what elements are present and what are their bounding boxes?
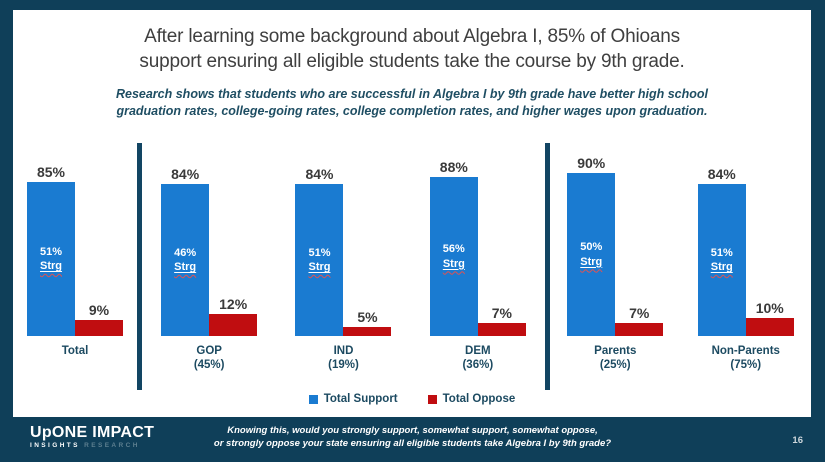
oppose-value-label: 12% [219, 296, 248, 312]
oppose-bar [477, 323, 526, 336]
legend-support-label: Total Support [323, 393, 398, 405]
group-sublabel [62, 359, 89, 372]
oppose-bar [343, 327, 392, 336]
support-value-label: 85% [36, 164, 66, 180]
footer-bar: UpONE IMPACT INSIGHTS RESEARCH Knowing t… [0, 417, 825, 462]
group-labels: GOP (45%) [194, 336, 225, 390]
oppose-value-label: 7% [629, 305, 650, 321]
oppose-value-label: 7% [491, 305, 512, 321]
bar-chart: 85% 51% Strg 9% Total 84% 46% Strg 12% GOP (45%) 84… [13, 143, 811, 390]
strong-support-label: 50% Strg [580, 241, 603, 268]
group-labels: IND (19%) [328, 336, 359, 390]
support-column: 84% 51% Strg [295, 166, 344, 336]
support-bar: 51% Strg [697, 184, 746, 336]
oppose-bar [615, 323, 664, 336]
support-column: 85% 51% Strg [27, 164, 75, 336]
group-sublabel: (45%) [193, 359, 225, 371]
bar-group-dem: 88% 56% Strg 7% DEM (36%) [429, 159, 526, 390]
upone-impact-logo: UpONE IMPACT INSIGHTS RESEARCH [30, 425, 154, 450]
logo-insights-text: INSIGHTS [30, 442, 80, 449]
legend-oppose-swatch-icon [427, 394, 437, 404]
section-divider [137, 143, 142, 390]
group-labels: Parents (25%) [594, 336, 636, 390]
strong-support-label: 51% Strg [39, 245, 63, 272]
oppose-bar [745, 318, 794, 336]
chart-section: 84% 46% Strg 12% GOP (45%) 84% 51% Strg 5% IND (19%… [142, 143, 545, 390]
oppose-column: 10% [745, 300, 794, 336]
support-column: 84% 46% Strg [161, 166, 210, 336]
group-label: GOP [196, 345, 222, 357]
support-value-label: 88% [439, 159, 468, 175]
slide-subtitle: Research shows that students who are suc… [115, 87, 709, 118]
bars: 84% 51% Strg 5% [295, 166, 392, 336]
bar-group-ind: 84% 51% Strg 5% IND (19%) [295, 166, 392, 390]
support-column: 90% 50% Strg [567, 155, 616, 336]
oppose-bar [209, 314, 258, 336]
chart-section: 85% 51% Strg 9% Total [13, 143, 137, 390]
legend-oppose-label: Total Oppose [442, 393, 516, 405]
oppose-value-label: 9% [88, 302, 110, 318]
oppose-value-label: 10% [755, 300, 784, 316]
support-value-label: 84% [707, 166, 736, 182]
strong-support-label: 56% Strg [442, 243, 465, 270]
bars: 84% 46% Strg 12% [161, 166, 258, 336]
support-bar: 51% Strg [295, 184, 344, 336]
support-bar: 46% Strg [161, 184, 210, 336]
chart-section: 90% 50% Strg 7% Parents (25%) 84% 51% Strg 10% Non… [550, 143, 811, 390]
oppose-column: 5% [343, 309, 392, 336]
support-value-label: 84% [171, 166, 200, 182]
slide-panel: After learning some background about Alg… [13, 10, 811, 417]
strong-support-label: 51% Strg [710, 246, 733, 273]
support-bar: 51% Strg [27, 182, 75, 336]
group-sublabel: (36%) [462, 359, 494, 371]
page-number: 16 [792, 435, 803, 446]
group-sublabel: (19%) [328, 359, 359, 371]
support-column: 88% 56% Strg [429, 159, 478, 336]
oppose-value-label: 5% [357, 309, 378, 325]
logo-research-text: RESEARCH [84, 442, 140, 449]
oppose-column: 9% [75, 302, 123, 336]
bar-group-total: 85% 51% Strg 9% Total [27, 164, 123, 390]
bar-group-non-parents: 84% 51% Strg 10% Non-Parents (75%) [697, 166, 794, 390]
oppose-column: 12% [209, 296, 258, 336]
slide-title: After learning some background about Alg… [139, 26, 685, 72]
bar-group-gop: 84% 46% Strg 12% GOP (45%) [161, 166, 258, 390]
group-label: Non-Parents [711, 345, 780, 357]
strong-support-label: 46% Strg [174, 246, 197, 273]
legend-support-swatch-icon [308, 394, 318, 404]
group-label: IND [333, 345, 354, 357]
group-label: Parents [594, 345, 637, 357]
section-divider [545, 143, 550, 390]
strong-support-label: 51% Strg [308, 246, 331, 273]
bar-group-parents: 90% 50% Strg 7% Parents (25%) [567, 155, 664, 390]
bars: 88% 56% Strg 7% [429, 159, 526, 336]
footer-question: Knowing this, would you strongly support… [213, 425, 612, 449]
chart-legend: Total Support Total Oppose [13, 393, 811, 405]
oppose-column: 7% [615, 305, 664, 336]
group-sublabel: (75%) [730, 359, 762, 371]
support-bar: 56% Strg [429, 177, 478, 336]
group-labels: DEM (36%) [462, 336, 493, 390]
support-bar: 50% Strg [567, 173, 616, 336]
bars: 85% 51% Strg 9% [27, 164, 123, 336]
group-label: DEM [465, 345, 491, 357]
group-sublabel: (25%) [599, 359, 631, 371]
bars: 84% 51% Strg 10% [697, 166, 794, 336]
support-value-label: 84% [305, 166, 334, 182]
oppose-column: 7% [477, 305, 526, 336]
group-labels: Non-Parents (75%) [712, 336, 780, 390]
logo-tagline: INSIGHTS RESEARCH [30, 442, 154, 450]
support-value-label: 90% [577, 155, 606, 171]
bars: 90% 50% Strg 7% [567, 155, 664, 336]
group-labels: Total [62, 336, 89, 390]
group-label: Total [61, 345, 89, 357]
logo-wordmark: UpONE IMPACT [30, 424, 155, 441]
support-column: 84% 51% Strg [697, 166, 746, 336]
oppose-bar [75, 320, 123, 336]
